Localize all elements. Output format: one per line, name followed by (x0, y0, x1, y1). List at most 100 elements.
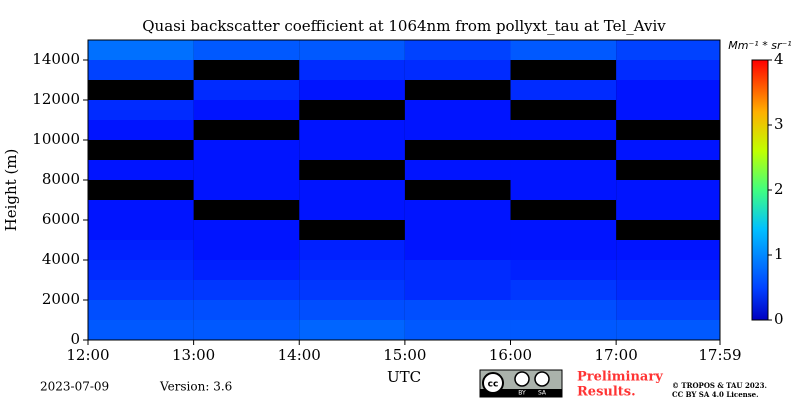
heatmap-cell (193, 260, 300, 280)
heatmap-cell (616, 240, 720, 260)
heatmap-cell (88, 120, 194, 140)
heatmap-cell (88, 220, 194, 240)
y-tick-label: 6000 (42, 210, 80, 228)
heatmap-cell (616, 200, 720, 220)
heatmap-cell (510, 160, 617, 180)
version: Version: 3.6 (159, 380, 232, 394)
heatmap-cell (193, 180, 300, 200)
heatmap-cell (404, 300, 511, 320)
heatmap-cell (299, 60, 405, 80)
heatmap-cell (616, 180, 720, 200)
heatmap-cell (88, 320, 194, 340)
license-logo: cc BY SA (479, 369, 563, 398)
heatmap-cell (510, 300, 617, 320)
heatmap-cell (88, 60, 194, 80)
chart-title: Quasi backscatter coefficient at 1064nm … (142, 17, 666, 35)
x-tick-label: 17:00 (595, 346, 638, 364)
heatmap-cell (616, 260, 720, 280)
y-axis-label: Height (m) (2, 149, 20, 232)
heatmap-cell (193, 240, 300, 260)
heatmap-cell (510, 260, 617, 280)
colorbar-label: Mm⁻¹ * sr⁻¹ (728, 39, 791, 52)
heatmap-cell (88, 260, 194, 280)
heatmap-cell (193, 160, 300, 180)
heatmap-cell (299, 280, 405, 300)
heatmap-cell (299, 120, 405, 140)
colorbar-tick-label: 3 (774, 115, 784, 133)
heatmap-cell (404, 100, 511, 120)
copyright: CC BY SA 4.0 License. (672, 390, 759, 399)
heatmap-cell (193, 100, 300, 120)
heatmap-cell (88, 240, 194, 260)
heatmap-cell (616, 100, 720, 120)
heatmap-cell (404, 200, 511, 220)
heatmap-cell (299, 80, 405, 100)
heatmap-cell (299, 240, 405, 260)
heatmap-cell (510, 320, 617, 340)
heatmap-cell (404, 260, 511, 280)
plot-frame (87, 39, 721, 341)
y-tick-label: 2000 (42, 290, 80, 308)
svg-text:cc: cc (488, 380, 499, 390)
heatmap-cell (510, 40, 617, 60)
y-tick-label: 0 (70, 330, 80, 348)
heatmap-cell (299, 40, 405, 60)
y-tick-label: 4000 (42, 250, 80, 268)
x-tick-label: 13:00 (172, 346, 215, 364)
heatmap-cell (88, 300, 194, 320)
y-tick-label: 12000 (32, 90, 80, 108)
heatmap-cell (88, 200, 194, 220)
heatmap-cell (299, 180, 405, 200)
heatmap-cell (193, 280, 300, 300)
heatmap-cell (299, 300, 405, 320)
heatmap-cell (510, 240, 617, 260)
heatmap-cell (510, 120, 617, 140)
heatmap-cell (193, 140, 300, 160)
preliminary: Results. (577, 385, 636, 400)
heatmap-cell (299, 260, 405, 280)
heatmap-cell (193, 220, 300, 240)
y-tick-label: 8000 (42, 170, 80, 188)
heatmap-cell (510, 80, 617, 100)
heatmap-cell (510, 220, 617, 240)
badge-sa: SA (538, 390, 547, 397)
heatmap-cell (299, 320, 405, 340)
heatmap-cell (510, 180, 617, 200)
x-tick-label: 12:00 (66, 346, 109, 364)
heatmap-cell (404, 240, 511, 260)
preliminary: Preliminary (577, 370, 663, 385)
heatmap-cell (299, 200, 405, 220)
heatmap-cell (616, 300, 720, 320)
heatmap-cell (404, 220, 511, 240)
date: 2023-07-09 (40, 380, 109, 394)
heatmap-cell (616, 320, 720, 340)
heatmap-cell (616, 60, 720, 80)
heatmap-cell (193, 320, 300, 340)
colorbar-tick-label: 1 (774, 245, 784, 263)
heatmap-cell (616, 80, 720, 100)
colorbar-tick-label: 4 (774, 50, 784, 68)
y-tick-label: 10000 (32, 130, 80, 148)
heatmap-cell (404, 320, 511, 340)
heatmap-cell (616, 140, 720, 160)
heatmap-cell (193, 300, 300, 320)
colorbar-tick-label: 0 (774, 310, 784, 328)
heatmap-cell (193, 40, 300, 60)
heatmap-cell (616, 280, 720, 300)
x-axis-label: UTC (387, 368, 421, 386)
colorbar (751, 59, 769, 321)
heatmap-cell (88, 160, 194, 180)
x-tick-label: 14:00 (278, 346, 321, 364)
heatmap-cell (404, 40, 511, 60)
heatmap-cell (616, 40, 720, 60)
heatmap-cell (88, 100, 194, 120)
heatmap-cell (299, 140, 405, 160)
copyright: © TROPOS & TAU 2023. (672, 381, 767, 390)
heatmap-cell (404, 120, 511, 140)
heatmap-cell (193, 80, 300, 100)
y-tick-label: 14000 (32, 50, 80, 68)
x-tick-label: 17:59 (698, 346, 741, 364)
heatmap-cell (404, 160, 511, 180)
heatmap-cell (404, 60, 511, 80)
